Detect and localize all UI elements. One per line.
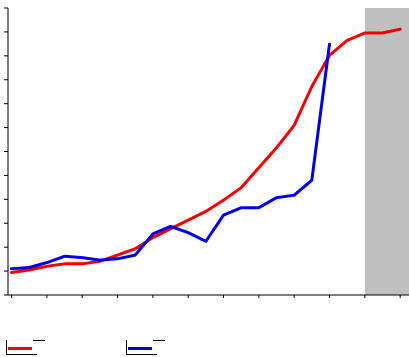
legend-item-series-1 <box>6 340 116 356</box>
forecast-shading <box>364 8 409 295</box>
legend-tick <box>33 340 45 341</box>
legend-swatch-red <box>8 347 32 350</box>
legend-swatch-blue <box>128 347 152 350</box>
series-lines <box>10 27 402 274</box>
legend-bracket <box>6 340 37 355</box>
legend-bracket <box>126 340 157 355</box>
series-line-1 <box>10 27 402 274</box>
shaded-region <box>364 8 409 295</box>
series-line-2 <box>10 42 331 271</box>
legend-tick <box>153 340 165 341</box>
legend-item-series-2 <box>126 340 236 356</box>
chart-axes <box>4 7 409 298</box>
